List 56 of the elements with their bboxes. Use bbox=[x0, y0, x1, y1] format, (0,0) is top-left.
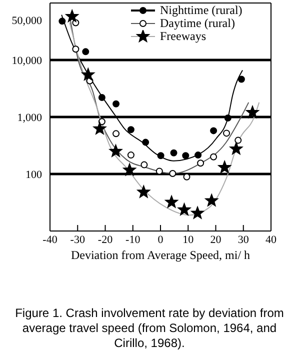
x-tick-label: -20 bbox=[98, 234, 114, 246]
point bbox=[210, 127, 218, 134]
y-tick-label: 100 bbox=[26, 168, 42, 181]
point bbox=[238, 76, 245, 83]
point bbox=[164, 195, 178, 208]
point bbox=[98, 94, 106, 101]
point bbox=[93, 122, 106, 134]
point bbox=[122, 163, 136, 176]
point bbox=[82, 48, 90, 56]
point bbox=[127, 152, 134, 159]
x-tick-label: 20 bbox=[210, 234, 222, 246]
x-tick-label: 10 bbox=[182, 234, 194, 246]
y-tick-label: 10,000 bbox=[12, 54, 42, 67]
point bbox=[112, 130, 120, 138]
y-tick-label: 50,000 bbox=[12, 15, 42, 28]
point bbox=[112, 100, 120, 108]
y-tick-label: 1,000 bbox=[17, 112, 42, 124]
point bbox=[127, 126, 134, 134]
text: Figure 1. Crash involvement rate by deviation from average travel speed (from Solomon, 1964, and Cirillo, 1968). bbox=[14, 305, 285, 351]
x-axis-title: Deviation from Average Speed, mi/ h bbox=[70, 248, 250, 262]
point bbox=[142, 138, 150, 146]
point bbox=[82, 68, 95, 80]
point bbox=[224, 114, 232, 122]
point bbox=[109, 144, 122, 157]
point bbox=[223, 130, 230, 137]
point bbox=[72, 46, 80, 53]
point bbox=[234, 136, 242, 144]
point bbox=[58, 18, 66, 25]
point bbox=[157, 152, 164, 160]
x-tick-label: 0 bbox=[158, 234, 164, 246]
point bbox=[183, 173, 190, 180]
x-tick-label: 40 bbox=[266, 234, 277, 246]
point bbox=[140, 161, 148, 168]
point bbox=[190, 206, 204, 219]
point bbox=[66, 10, 79, 22]
point bbox=[246, 106, 260, 118]
legend-label: Daytime (rural) bbox=[160, 16, 235, 30]
x-tick-label: -10 bbox=[126, 234, 141, 246]
legend-label: Freeways bbox=[160, 29, 206, 43]
point bbox=[98, 118, 106, 126]
x-tick-label: -30 bbox=[70, 234, 86, 246]
point bbox=[182, 152, 190, 160]
point bbox=[156, 168, 163, 175]
legend-label: Nighttime (rural) bbox=[160, 3, 242, 17]
point bbox=[194, 152, 202, 159]
point bbox=[178, 202, 191, 216]
x-tick-label: 30 bbox=[238, 234, 250, 246]
point bbox=[137, 185, 150, 198]
point bbox=[230, 142, 243, 155]
point bbox=[210, 153, 218, 160]
point bbox=[170, 149, 178, 156]
point bbox=[205, 194, 218, 206]
x-tick-label: -40 bbox=[42, 234, 58, 246]
point bbox=[197, 160, 204, 167]
point bbox=[169, 170, 176, 178]
point bbox=[218, 160, 232, 174]
